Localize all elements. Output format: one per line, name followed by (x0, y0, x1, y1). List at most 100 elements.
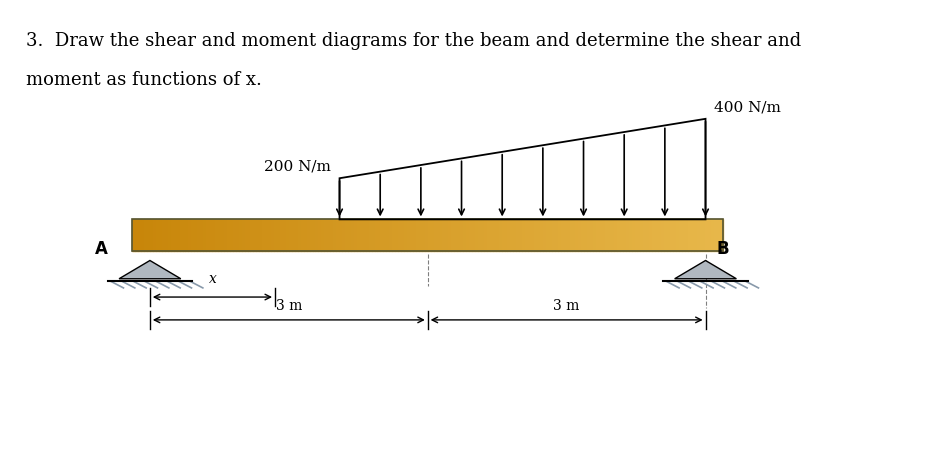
Bar (383, 219, 386, 251)
Bar (720, 219, 723, 251)
Bar (372, 219, 375, 251)
Bar (578, 219, 582, 251)
Bar (362, 219, 366, 251)
Text: 3 m: 3 m (553, 299, 580, 313)
Bar (201, 219, 203, 251)
Bar (585, 219, 587, 251)
Bar (248, 219, 251, 251)
Bar (582, 219, 585, 251)
Bar (354, 219, 357, 251)
Bar (658, 219, 661, 251)
Bar (198, 219, 201, 251)
Bar (605, 219, 608, 251)
Bar (351, 219, 354, 251)
Bar (224, 219, 227, 251)
Bar (241, 219, 245, 251)
Bar (345, 219, 348, 251)
Bar (348, 219, 351, 251)
Bar (493, 219, 496, 251)
Bar (487, 219, 490, 251)
Bar (265, 219, 268, 251)
Bar (614, 219, 617, 251)
Bar (206, 219, 209, 251)
Bar (483, 219, 487, 251)
Bar (546, 219, 549, 251)
Bar (478, 219, 481, 251)
Text: moment as functions of x.: moment as functions of x. (26, 71, 262, 89)
Bar (511, 219, 514, 251)
Bar (422, 219, 425, 251)
Bar (233, 219, 236, 251)
Bar (617, 219, 620, 251)
Bar (218, 219, 221, 251)
Bar (540, 219, 543, 251)
Bar (357, 219, 359, 251)
Bar (274, 219, 277, 251)
Bar (209, 219, 212, 251)
Bar (339, 219, 342, 251)
Bar (342, 219, 345, 251)
Bar (437, 219, 440, 251)
Bar (238, 219, 241, 251)
Bar (714, 219, 717, 251)
Bar (611, 219, 614, 251)
Bar (572, 219, 575, 251)
Bar (593, 219, 596, 251)
Bar (138, 219, 141, 251)
Bar (622, 219, 625, 251)
Bar (256, 219, 259, 251)
Bar (135, 219, 138, 251)
Bar (262, 219, 265, 251)
Bar (652, 219, 656, 251)
Bar (289, 219, 291, 251)
Bar (203, 219, 206, 251)
Bar (369, 219, 372, 251)
Bar (377, 219, 380, 251)
Bar (504, 219, 507, 251)
Bar (291, 219, 295, 251)
Bar (315, 219, 319, 251)
Bar (507, 219, 511, 251)
Bar (183, 219, 185, 251)
Bar (245, 219, 248, 251)
Bar (386, 219, 390, 251)
Bar (667, 219, 670, 251)
Bar (413, 219, 416, 251)
Bar (336, 219, 339, 251)
Bar (451, 219, 454, 251)
Text: 3.  Draw the shear and moment diagrams for the beam and determine the shear and: 3. Draw the shear and moment diagrams fo… (26, 32, 801, 50)
Bar (212, 219, 215, 251)
Bar (295, 219, 298, 251)
Text: 3 m: 3 m (275, 299, 302, 313)
Bar (691, 219, 693, 251)
Bar (156, 219, 159, 251)
Bar (664, 219, 667, 251)
Bar (561, 219, 564, 251)
Bar (696, 219, 699, 251)
Bar (425, 219, 428, 251)
Bar (608, 219, 611, 251)
Bar (366, 219, 369, 251)
Bar (490, 219, 493, 251)
Bar (286, 219, 289, 251)
Bar (522, 219, 525, 251)
Bar (717, 219, 720, 251)
Bar (469, 219, 472, 251)
Bar (416, 219, 419, 251)
Bar (688, 219, 691, 251)
Bar (596, 219, 599, 251)
Bar (661, 219, 664, 251)
Bar (460, 219, 464, 251)
Bar (587, 219, 590, 251)
Bar (359, 219, 362, 251)
Bar (188, 219, 191, 251)
Bar (144, 219, 147, 251)
Text: x: x (208, 271, 217, 286)
Bar (150, 219, 153, 251)
Bar (180, 219, 183, 251)
Polygon shape (674, 260, 736, 279)
Bar (554, 219, 558, 251)
Bar (428, 219, 430, 251)
Bar (656, 219, 658, 251)
Bar (632, 219, 635, 251)
